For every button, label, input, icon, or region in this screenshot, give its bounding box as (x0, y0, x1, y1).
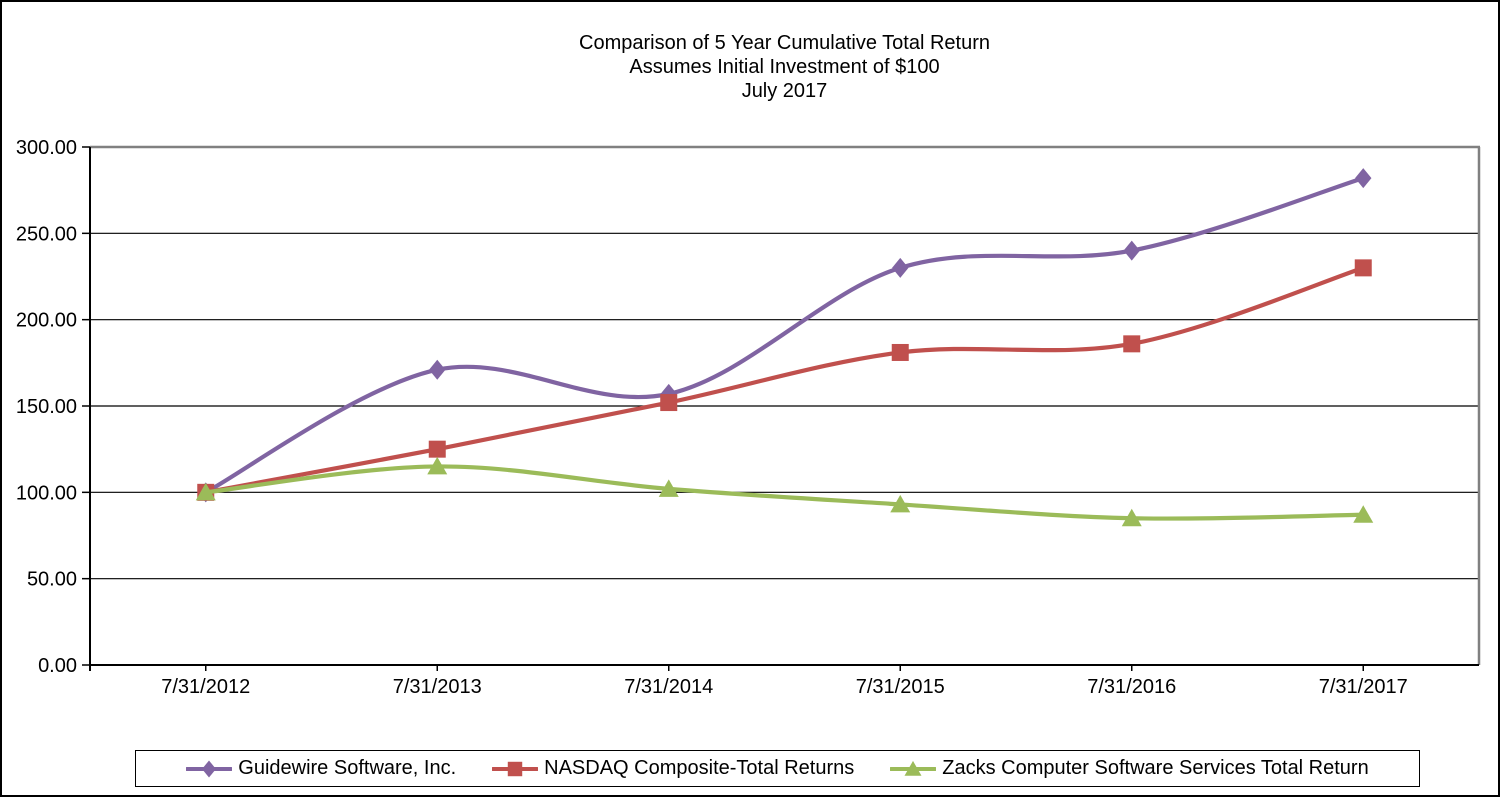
square-line-marker-icon (492, 759, 539, 779)
chart-legend: Guidewire Software, Inc. NASDAQ Composit… (135, 750, 1420, 787)
svg-text:150.00: 150.00 (16, 396, 77, 418)
svg-text:200.00: 200.00 (16, 310, 77, 332)
chart-title: Comparison of 5 Year Cumulative Total Re… (579, 32, 990, 54)
svg-text:7/31/2013: 7/31/2013 (393, 676, 482, 698)
triangle-line-marker-icon (890, 759, 937, 779)
svg-text:7/31/2016: 7/31/2016 (1087, 676, 1176, 698)
chart-date-label: July 2017 (741, 80, 828, 102)
svg-text:7/31/2015: 7/31/2015 (856, 676, 945, 698)
legend-label-guidewire: Guidewire Software, Inc. (238, 757, 457, 779)
svg-text:0.00: 0.00 (38, 655, 77, 677)
legend-label-nasdaq: NASDAQ Composite-Total Returns (544, 757, 855, 779)
chart-title-block: Comparison of 5 Year Cumulative Total Re… (90, 31, 1479, 103)
svg-text:250.00: 250.00 (16, 223, 77, 245)
svg-text:300.00: 300.00 (16, 137, 77, 159)
legend-label-zacks: Zacks Computer Software Services Total R… (942, 757, 1369, 779)
legend-item-guidewire: Guidewire Software, Inc. (186, 757, 456, 780)
svg-text:50.00: 50.00 (27, 569, 77, 591)
svg-text:7/31/2017: 7/31/2017 (1319, 676, 1408, 698)
chart-subtitle: Assumes Initial Investment of $100 (629, 56, 940, 78)
svg-text:7/31/2014: 7/31/2014 (624, 676, 713, 698)
legend-item-nasdaq: NASDAQ Composite-Total Returns (492, 757, 854, 780)
svg-text:100.00: 100.00 (16, 482, 77, 504)
svg-text:7/31/2012: 7/31/2012 (161, 676, 250, 698)
legend-item-zacks: Zacks Computer Software Services Total R… (890, 757, 1369, 780)
diamond-line-marker-icon (186, 759, 233, 779)
